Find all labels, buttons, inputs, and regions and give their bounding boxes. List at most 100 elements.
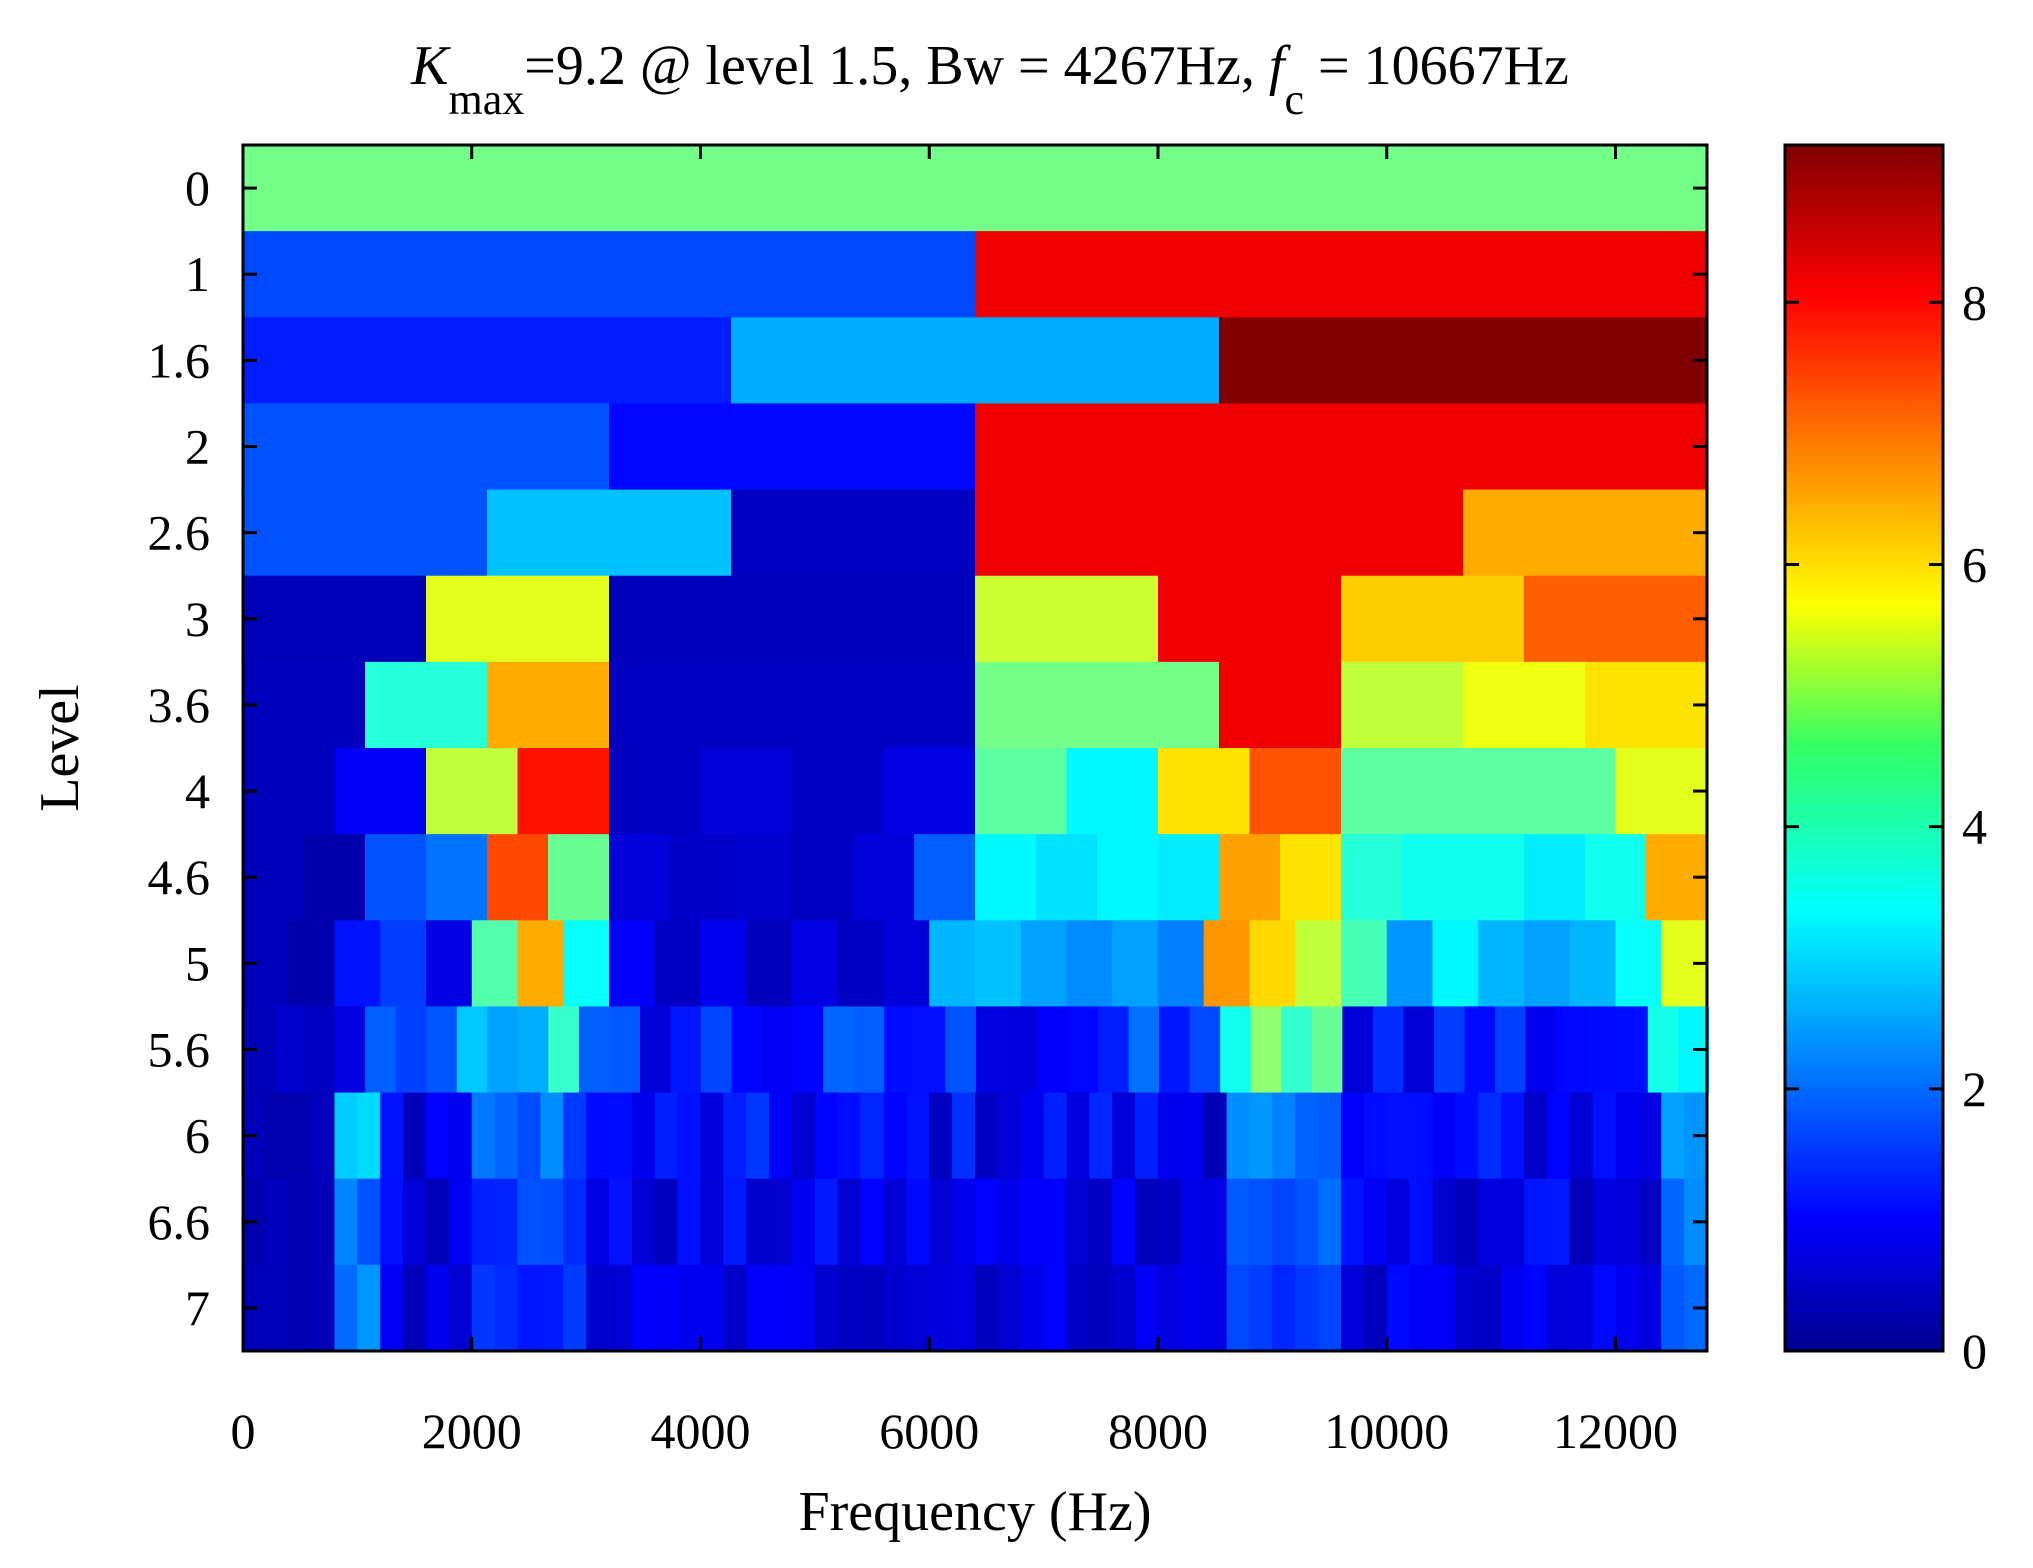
heatmap-cell bbox=[1135, 1092, 1159, 1180]
heatmap-cells bbox=[243, 145, 1708, 1008]
heatmap-cell bbox=[1478, 1178, 1502, 1266]
y-tick-label: 5 bbox=[185, 935, 210, 991]
heatmap-cell bbox=[288, 920, 336, 1008]
heatmap-cell bbox=[997, 1178, 1022, 1266]
y-tick-label: 6.6 bbox=[148, 1194, 211, 1250]
heatmap-cell bbox=[1409, 1264, 1434, 1352]
heatmap-cell bbox=[1401, 834, 1525, 921]
heatmap-cell bbox=[1615, 1092, 1639, 1180]
heatmap-cell bbox=[701, 1006, 733, 1094]
heatmap-cell bbox=[609, 1092, 633, 1180]
colorbar-ticks: 0 2 4 6 8 bbox=[1785, 274, 1987, 1379]
heatmap-cell bbox=[365, 834, 427, 921]
heatmap-cell bbox=[1592, 1264, 1617, 1352]
heatmap-cell bbox=[837, 1264, 862, 1352]
heatmap-cell bbox=[1272, 1092, 1296, 1180]
x-tick-label: 2000 bbox=[422, 1403, 522, 1459]
x-tick-label: 10000 bbox=[1324, 1403, 1449, 1459]
heatmap-cell bbox=[1569, 1092, 1594, 1180]
heatmap-cell bbox=[929, 1092, 953, 1180]
heatmap-cell bbox=[1043, 1178, 1068, 1266]
heatmap-cell bbox=[1006, 1006, 1038, 1094]
heatmap-cell bbox=[975, 1006, 1008, 1094]
heatmap-cell bbox=[1341, 748, 1617, 835]
y-tick-label: 5.6 bbox=[148, 1022, 211, 1078]
heatmap-cell bbox=[365, 1006, 397, 1094]
heatmap-cell bbox=[1363, 1178, 1388, 1266]
heatmap-cell bbox=[1020, 1178, 1045, 1266]
heatmap-cell bbox=[1363, 1092, 1388, 1180]
heatmap-cell bbox=[792, 1264, 816, 1352]
heatmap-cell bbox=[1524, 1264, 1548, 1352]
heatmap-cell bbox=[1501, 1264, 1525, 1352]
heatmap-cell bbox=[640, 1006, 672, 1094]
heatmap-cell bbox=[1584, 661, 1708, 749]
heatmap-cell bbox=[860, 1264, 885, 1352]
heatmap-cell bbox=[1112, 1178, 1136, 1266]
title-k-subscript: max bbox=[448, 75, 524, 124]
heatmap-cell bbox=[1584, 834, 1647, 921]
heatmap-cell bbox=[1661, 1178, 1685, 1266]
heatmap-cell bbox=[1661, 1264, 1685, 1352]
heatmap-cell bbox=[1615, 1264, 1639, 1352]
heatmap-cell bbox=[265, 1092, 290, 1180]
heatmap-cell bbox=[1135, 1178, 1159, 1266]
heatmap-cell bbox=[1525, 1006, 1557, 1094]
heatmap-cell bbox=[1159, 1006, 1191, 1094]
y-axis-label: Level bbox=[29, 684, 91, 811]
heatmap-cell bbox=[723, 1264, 747, 1352]
heatmap-cell bbox=[609, 834, 671, 921]
heatmap-cell bbox=[837, 1092, 862, 1180]
heatmap-cell bbox=[814, 1264, 839, 1352]
heatmap-cell bbox=[471, 920, 519, 1008]
heatmap-cell bbox=[426, 1178, 450, 1266]
heatmap-cell bbox=[883, 1092, 907, 1180]
heatmap-cell bbox=[1501, 1092, 1525, 1180]
heatmap-cell bbox=[357, 1178, 381, 1266]
heatmap-cell bbox=[304, 1006, 336, 1094]
heatmap-cell bbox=[746, 1178, 770, 1266]
heatmap-cell bbox=[700, 920, 747, 1008]
heatmap-cell bbox=[975, 920, 1022, 1008]
heatmap-cell bbox=[1295, 1092, 1319, 1180]
heatmap-cell bbox=[883, 920, 930, 1008]
heatmap-cell bbox=[1066, 920, 1113, 1008]
heatmap-cell bbox=[1158, 1092, 1182, 1180]
heatmap-cell bbox=[486, 489, 732, 577]
heatmap-cell bbox=[563, 1092, 587, 1180]
heatmap-cell bbox=[975, 834, 1037, 921]
heatmap-cell bbox=[700, 748, 793, 835]
heatmap-cell bbox=[1478, 920, 1525, 1008]
heatmap-cell bbox=[609, 1006, 641, 1094]
heatmap-cell bbox=[884, 1006, 916, 1094]
heatmap-cell bbox=[1189, 1006, 1221, 1094]
heatmap-cell bbox=[471, 1264, 496, 1352]
heatmap-cell bbox=[837, 1178, 862, 1266]
heatmap-cell bbox=[1524, 1178, 1548, 1266]
heatmap-cell bbox=[334, 748, 427, 835]
heatmap-cell bbox=[731, 834, 793, 921]
heatmap-cell bbox=[1546, 1178, 1571, 1266]
heatmap-cell bbox=[586, 1178, 610, 1266]
heatmap-cell bbox=[380, 1178, 404, 1266]
heatmap-cell bbox=[1524, 1092, 1548, 1180]
heatmap-cell bbox=[1158, 920, 1205, 1008]
heatmap-cell bbox=[1226, 1092, 1251, 1180]
heatmap-cell bbox=[1112, 1264, 1136, 1352]
heatmap-cell bbox=[1638, 1264, 1662, 1352]
heatmap-cell bbox=[403, 1264, 427, 1352]
heatmap-cell bbox=[952, 1178, 976, 1266]
heatmap-cell bbox=[426, 575, 610, 663]
heatmap-cell bbox=[494, 1178, 519, 1266]
heatmap-cell bbox=[1020, 1264, 1045, 1352]
heatmap-cell bbox=[243, 317, 732, 405]
heatmap-cell bbox=[1341, 575, 1525, 663]
title-k: K bbox=[410, 35, 451, 97]
heatmap-cell bbox=[1036, 1006, 1069, 1094]
heatmap-cell bbox=[929, 920, 976, 1008]
heatmap-cell bbox=[1386, 920, 1434, 1008]
heatmap-cell bbox=[1249, 1264, 1273, 1352]
heatmap-cell bbox=[540, 1178, 564, 1266]
heatmap-cell bbox=[1272, 1178, 1296, 1266]
